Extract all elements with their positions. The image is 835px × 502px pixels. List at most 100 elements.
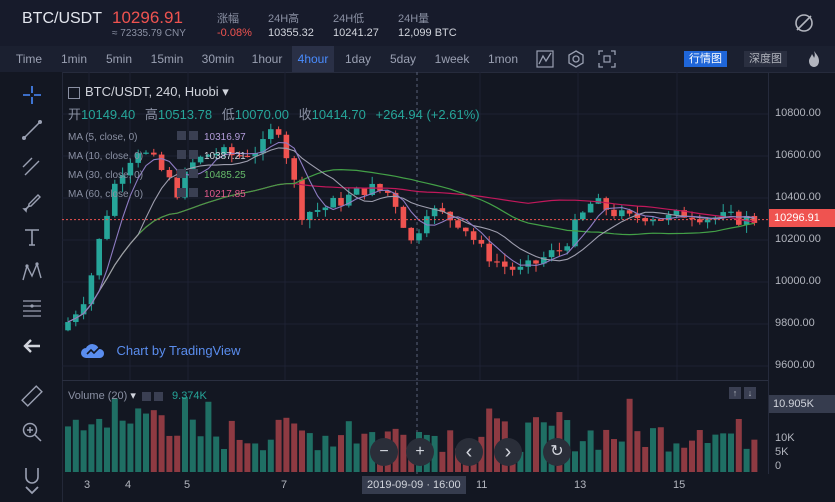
market-chart-button[interactable]: 行情图 — [684, 51, 727, 67]
text-tool-icon[interactable] — [20, 225, 44, 249]
vol-label-0: 0 — [775, 460, 782, 472]
crosshair-time-label: 2019-09-09 · 16:00 — [362, 476, 466, 494]
tf-5min[interactable]: 5min — [105, 52, 132, 66]
x-label-4: 4 — [125, 479, 132, 491]
legend-title: BTC/USDT, 240, Huobi — [85, 84, 219, 99]
indicators-icon[interactable] — [535, 49, 555, 69]
stat-value-low: 10241.27 — [333, 27, 379, 39]
vol-label-10k: 10K — [775, 432, 795, 444]
low-label: 低 — [221, 107, 235, 122]
parallel-channel-icon[interactable] — [20, 153, 44, 177]
ruler-icon[interactable] — [20, 384, 44, 408]
x-label-3: 3 — [84, 479, 91, 491]
hide-indicators-icon[interactable] — [793, 12, 815, 34]
ma10-legend[interactable]: MA (10, close, 0) 10387.21 — [68, 150, 246, 162]
tf-1week[interactable]: 1week — [434, 52, 470, 66]
y-label-9800: 9800.00 — [775, 317, 815, 329]
tradingview-watermark[interactable]: Chart by TradingView — [80, 340, 241, 360]
tf-time[interactable]: Time — [15, 52, 43, 66]
symbol-legend[interactable]: BTC/USDT, 240, Huobi ▾ — [68, 84, 229, 100]
chart-toolbar: Time 1min 5min 15min 30min 1hour 4hour 1… — [0, 46, 835, 73]
price-grid — [62, 72, 768, 380]
close-value: 10414.70 — [311, 107, 366, 122]
y-label-9600: 9600.00 — [775, 359, 815, 371]
scroll-left-button[interactable]: ‹ — [455, 438, 483, 466]
reset-chart-button[interactable]: ↻ — [543, 438, 571, 466]
tf-15min[interactable]: 15min — [150, 52, 184, 66]
collapse-chevron-icon[interactable] — [22, 482, 42, 500]
stat-value-volume: 12,099 BTC — [398, 27, 457, 39]
high-label: 高 — [144, 107, 158, 122]
ma-legend: MA (5, close, 0) 10316.97 MA (10, close, … — [68, 127, 246, 203]
current-price-tag: 10296.91 — [769, 209, 835, 227]
pane-up-icon[interactable]: ↑ — [729, 386, 741, 399]
x-label-5: 5 — [184, 479, 191, 491]
open-value: 10149.40 — [81, 107, 136, 122]
y-label-10200: 10200.00 — [775, 233, 821, 245]
pane-divider[interactable] — [62, 380, 768, 381]
x-label-7: 7 — [281, 479, 288, 491]
y-label-10800: 10800.00 — [775, 107, 821, 119]
ma30-line — [67, 168, 755, 323]
ma30-legend[interactable]: MA (30, close, 0) 10485.25 — [68, 169, 246, 181]
zoom-in-button[interactable]: + — [406, 438, 434, 466]
last-price: 10296.91 — [112, 8, 183, 27]
stat-label-high: 24H高 — [268, 13, 300, 25]
high-value: 10513.78 — [157, 107, 213, 122]
tf-30min[interactable]: 30min — [201, 52, 235, 66]
pane-arrows[interactable]: ↑ ↓ — [726, 384, 756, 402]
crosshair-icon[interactable] — [20, 83, 44, 107]
stat-label-volume: 24H量 — [398, 13, 430, 25]
tf-1mon[interactable]: 1mon — [487, 52, 519, 66]
open-label: 开 — [68, 107, 82, 122]
x-label-13: 13 — [574, 479, 587, 491]
y-label-10400: 10400.00 — [775, 191, 821, 203]
settings-icon[interactable] — [566, 49, 586, 69]
theme-flame-icon[interactable] — [804, 49, 824, 69]
back-arrow-icon[interactable] — [20, 334, 44, 358]
tf-1min[interactable]: 1min — [60, 52, 87, 66]
tf-5day[interactable]: 5day — [389, 52, 417, 66]
fullscreen-icon[interactable] — [597, 49, 617, 69]
time-axis[interactable]: 3 4 5 7 2019-09-09 · 16:00 11 13 15 — [62, 474, 768, 502]
scroll-right-button[interactable]: › — [494, 438, 522, 466]
ohlc-legend: 开10149.40 高10513.78 低10070.00 收10414.70 … — [68, 104, 480, 123]
tf-4hour[interactable]: 4hour — [292, 46, 334, 72]
volume-legend[interactable]: Volume (20) ▾ 9.374K — [68, 390, 207, 402]
pair-name[interactable]: BTC/USDT — [22, 10, 102, 27]
drawing-toolbar — [0, 72, 63, 502]
y-label-10600: 10600.00 — [775, 149, 821, 161]
low-value: 10070.00 — [234, 107, 289, 122]
pattern-icon[interactable] — [20, 260, 44, 284]
zoom-out-button[interactable]: − — [370, 438, 398, 466]
magnet-icon[interactable] — [20, 464, 44, 488]
tf-1day[interactable]: 1day — [344, 52, 372, 66]
ma60-line — [67, 182, 755, 323]
ma5-legend[interactable]: MA (5, close, 0) 10316.97 — [68, 131, 246, 143]
cloud-logo-icon — [81, 344, 105, 358]
stat-label-change: 涨幅 — [217, 13, 239, 25]
collapse-legend-icon[interactable] — [68, 86, 80, 99]
x-label-15: 15 — [673, 479, 686, 491]
change-value: +264.94 (+2.61%) — [375, 107, 480, 122]
close-label: 收 — [298, 107, 312, 122]
pane-down-icon[interactable]: ↓ — [744, 386, 756, 399]
stat-value-high: 10355.32 — [268, 27, 314, 39]
ma60-legend[interactable]: MA (60, close, 0) 10217.85 — [68, 188, 246, 200]
volume-current-tag: 10.905K — [769, 395, 835, 413]
ticker-header: BTC/USDT 10296.91 ≈ 72335.79 CNY 涨幅 -0.0… — [0, 0, 835, 47]
cny-price: ≈ 72335.79 CNY — [112, 28, 186, 39]
volume-value: 9.374K — [172, 390, 207, 402]
x-label-11: 11 — [476, 479, 488, 491]
stat-label-low: 24H低 — [333, 13, 365, 25]
vol-label-5k: 5K — [775, 446, 789, 458]
trend-line-icon[interactable] — [20, 118, 44, 142]
brush-icon[interactable] — [20, 189, 44, 213]
y-label-10000: 10000.00 — [775, 275, 821, 287]
price-axis[interactable]: 10800.00 10600.00 10400.00 10200.00 1000… — [768, 72, 835, 474]
zoom-in-icon[interactable] — [20, 420, 44, 444]
depth-chart-button[interactable]: 深度图 — [744, 51, 787, 67]
fib-retracement-icon[interactable] — [20, 296, 44, 320]
stat-value-change: -0.08% — [217, 27, 252, 39]
tf-1hour[interactable]: 1hour — [251, 52, 283, 66]
